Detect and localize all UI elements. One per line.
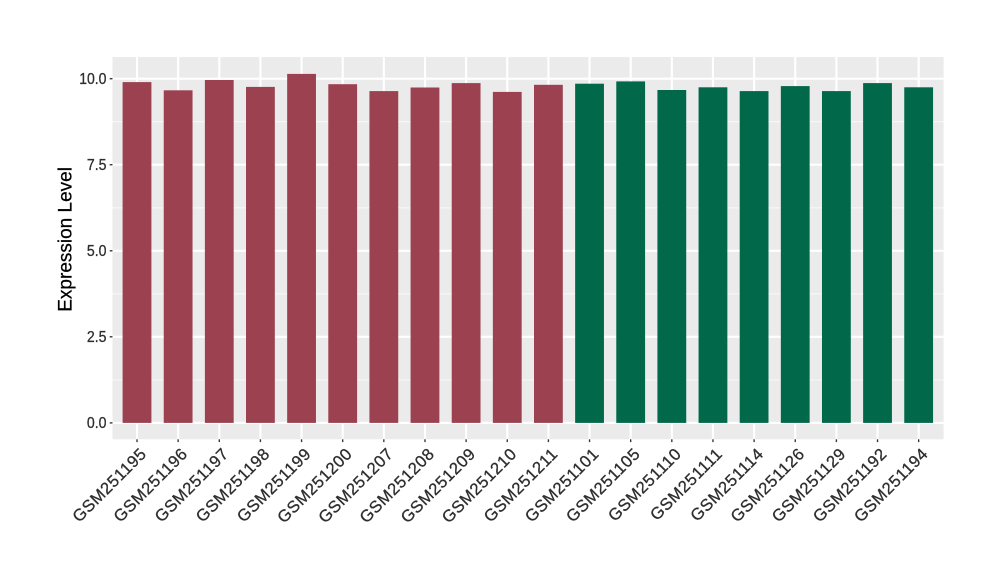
svg-text:7.5: 7.5: [87, 157, 107, 174]
svg-text:2.5: 2.5: [87, 329, 107, 346]
svg-text:0.0: 0.0: [87, 415, 107, 432]
svg-text:5.0: 5.0: [87, 243, 107, 260]
svg-text:Expression Level: Expression Level: [55, 167, 76, 312]
svg-text:10.0: 10.0: [79, 71, 107, 88]
